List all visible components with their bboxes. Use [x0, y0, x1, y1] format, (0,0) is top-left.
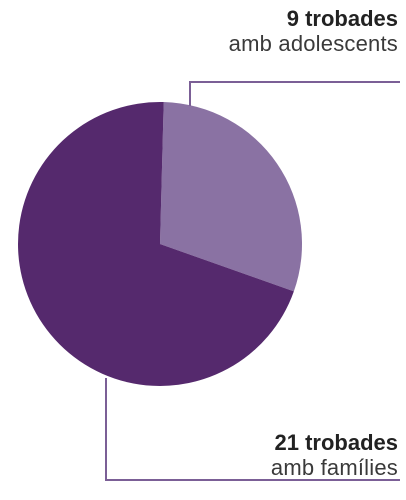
label-families-count: 21 trobades [274, 430, 399, 455]
pie-slice-families [18, 102, 294, 387]
label-adolescents-count: 9 trobades [286, 6, 398, 31]
pie-slices [18, 102, 303, 387]
leader-line-families [105, 378, 400, 481]
label-families: 21 trobades amb famílies [271, 430, 398, 481]
pie-slice-adolescents [160, 102, 303, 292]
leader-lines [105, 81, 400, 481]
label-adolescents-text: amb adolescents [228, 31, 398, 57]
label-families-text: amb famílies [270, 455, 398, 481]
leader-line-adolescents [189, 81, 400, 106]
label-adolescents: 9 trobades amb adolescents [229, 6, 398, 57]
